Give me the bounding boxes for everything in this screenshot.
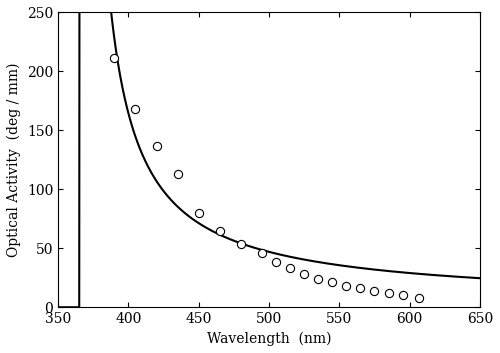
Point — [328, 280, 336, 285]
Point — [272, 259, 280, 265]
Point — [237, 241, 245, 246]
Y-axis label: Optical Activity  (deg / mm): Optical Activity (deg / mm) — [7, 62, 22, 257]
Point — [398, 293, 406, 298]
Point — [300, 271, 308, 277]
Point — [132, 106, 140, 112]
Point — [416, 295, 424, 301]
Point — [174, 171, 182, 177]
Point — [314, 276, 322, 282]
Point — [110, 56, 118, 61]
Point — [286, 265, 294, 271]
Point — [384, 290, 392, 296]
Point — [342, 283, 350, 289]
Point — [258, 250, 266, 256]
Point — [152, 143, 160, 149]
Point — [194, 210, 202, 216]
Point — [356, 286, 364, 291]
Point — [216, 228, 224, 233]
Point — [370, 288, 378, 294]
X-axis label: Wavelength  (nm): Wavelength (nm) — [207, 332, 332, 346]
